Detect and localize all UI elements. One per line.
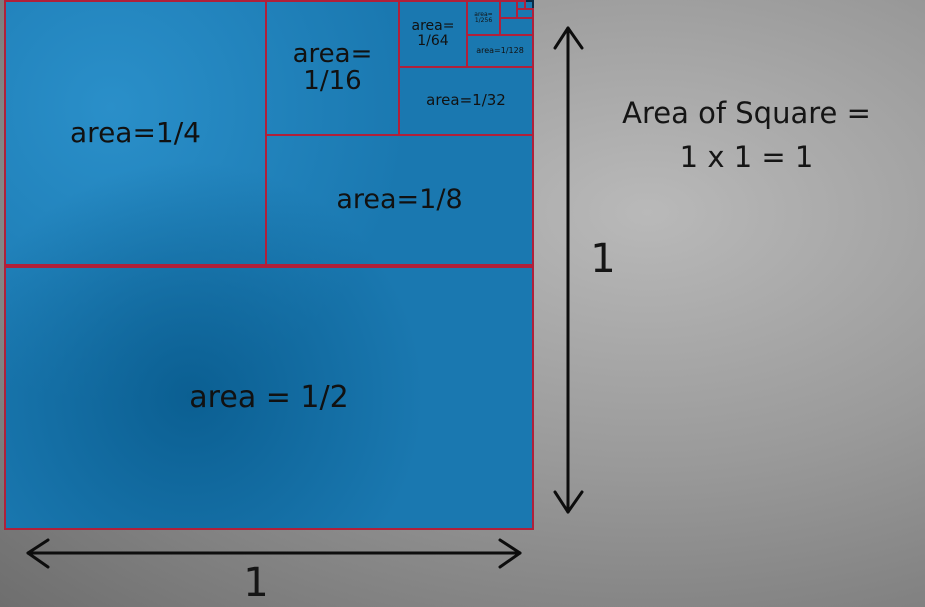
vertical-arrow-head-bottom	[553, 490, 584, 514]
vertical-side-label: 1	[590, 236, 616, 282]
caption-line-2: 1 x 1 = 1	[679, 140, 814, 174]
region-sixtyfourth-label: area= 1/64	[411, 18, 455, 49]
vertical-arrow-head-top	[553, 26, 584, 50]
region-smaller-4	[516, 0, 526, 10]
region-half-label: area = 1/2	[189, 380, 349, 416]
region-quarter-label: area=1/4	[70, 116, 201, 150]
horizontal-arrow-head-right	[498, 538, 522, 569]
region-sixteenth: area= 1/16	[265, 0, 400, 136]
region-eighth-label: area=1/8	[336, 183, 463, 215]
region-sixteenth-label: area= 1/16	[292, 38, 373, 96]
region-half: area = 1/2	[4, 265, 534, 530]
region-onetwentyeighth-label: area=1/128	[476, 45, 524, 55]
caption-line-1: Area of Square =	[622, 96, 871, 130]
region-twofiftysixth-label: area= 1/256	[474, 10, 493, 24]
horizontal-side-label: 1	[243, 560, 269, 606]
region-thirtysecond-label: area=1/32	[426, 91, 506, 110]
horizontal-arrow-head-left	[26, 538, 50, 569]
